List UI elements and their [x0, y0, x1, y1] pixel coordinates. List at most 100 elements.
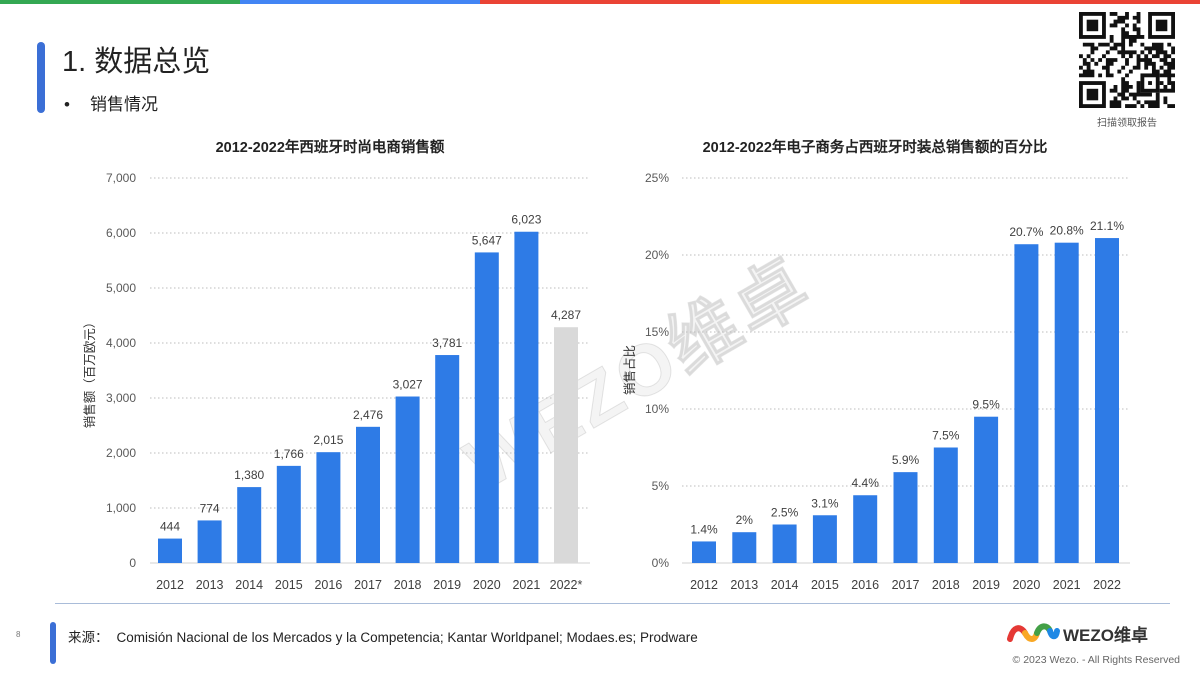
- sales-chart-title: 2012-2022年西班牙时尚电商销售额: [216, 138, 445, 156]
- share-x-tick-label: 2021: [1053, 578, 1081, 592]
- share-chart: 2012-2022年电子商务占西班牙时装总销售额的百分比 销售占比 0% 5% 10…: [622, 138, 1130, 592]
- share-bar-2018: [933, 447, 958, 563]
- share-y-tick-label: 0%: [652, 556, 670, 570]
- copyright: © 2023 Wezo. - All Rights Reserved: [1012, 654, 1180, 666]
- share-data-label: 21.1%: [1090, 219, 1124, 233]
- share-x-tick-label: 2015: [811, 578, 839, 592]
- share-data-label: 20.8%: [1050, 224, 1084, 238]
- sales-data-label: 2,476: [353, 408, 383, 422]
- sales-data-label: 4,287: [551, 308, 581, 322]
- share-y-axis-title: 销售占比: [622, 345, 637, 395]
- sales-x-tick-label: 2017: [354, 578, 382, 592]
- share-bars: [692, 238, 1119, 563]
- footer-divider: [55, 603, 1170, 604]
- share-bar-2022: [1095, 238, 1119, 563]
- share-x-tick-label: 2014: [771, 578, 799, 592]
- share-y-tick-label: 5%: [652, 479, 670, 493]
- sales-x-tick-label: 2016: [314, 578, 342, 592]
- sales-bar-2012: [158, 538, 182, 563]
- sales-bars: [158, 231, 578, 564]
- sales-x-tick-label: 2014: [235, 578, 263, 592]
- wezo-logo-text: WEZO维卓: [1063, 625, 1148, 645]
- share-y-tick-label: 10%: [645, 402, 669, 416]
- share-chart-title: 2012-2022年电子商务占西班牙时装总销售额的百分比: [703, 138, 1048, 156]
- share-bar-2017: [893, 472, 918, 563]
- sales-x-tick-label: 2013: [196, 578, 224, 592]
- source-label: 来源：: [68, 630, 109, 645]
- sales-bar-2020: [474, 252, 499, 564]
- section-bullet: • 销售情况: [64, 93, 158, 117]
- sales-bar-2022: [554, 327, 578, 563]
- share-data-label: 3.1%: [811, 496, 839, 510]
- sales-bar-2017: [356, 426, 380, 563]
- share-x-tick-label: 2012: [690, 578, 718, 592]
- sales-chart: 2012-2022年西班牙时尚电商销售额 销售额（百万欧元） 0 1,000 2,0…: [82, 138, 590, 592]
- share-data-label: 2%: [736, 513, 754, 527]
- share-bar-2014: [772, 524, 797, 563]
- source-note: 来源： Comisión Nacional de los Mercados y l…: [68, 629, 698, 647]
- share-bar-2013: [732, 532, 757, 563]
- share-x-tick-label: 2013: [730, 578, 758, 592]
- share-data-label: 1.4%: [690, 522, 718, 536]
- top-stripe-segment: [960, 0, 1200, 4]
- title-accent-bar: [37, 42, 45, 113]
- share-x-tick-label: 2016: [851, 578, 879, 592]
- sales-x-tick-label: 2021: [512, 578, 540, 592]
- share-y-tick-label: 20%: [645, 248, 669, 262]
- share-x-tick-label: 2018: [932, 578, 960, 592]
- share-bar-2015: [812, 515, 837, 563]
- sales-y-tick-label: 4,000: [106, 336, 136, 350]
- sales-bar-2015: [276, 465, 301, 563]
- sales-labels: 0 1,000 2,000 3,000 4,000 5,000 6,000 7,000 444 2…: [106, 171, 582, 592]
- sales-data-label: 5,647: [472, 233, 502, 247]
- share-x-tick-label: 2019: [972, 578, 1000, 592]
- share-y-tick-label: 15%: [645, 325, 669, 339]
- share-data-label: 2.5%: [771, 506, 799, 520]
- qr-caption: 扫描领取报告: [1097, 118, 1157, 129]
- sales-y-tick-label: 7,000: [106, 171, 136, 185]
- footer-accent-bar: [50, 622, 56, 664]
- share-data-label: 20.7%: [1009, 225, 1043, 239]
- sales-x-tick-label: 2022*: [550, 578, 583, 592]
- share-bar-2016: [853, 495, 878, 563]
- bullet-dot-icon: •: [64, 95, 70, 114]
- sales-x-tick-label: 2019: [433, 578, 461, 592]
- share-x-tick-label: 2017: [892, 578, 920, 592]
- share-bar-2012: [692, 541, 716, 563]
- sales-data-label: 1,766: [274, 447, 304, 461]
- share-bar-2020: [1014, 244, 1039, 563]
- share-data-label: 4.4%: [852, 476, 880, 490]
- sales-y-tick-label: 3,000: [106, 391, 136, 405]
- top-stripe-segment: [0, 0, 240, 4]
- top-stripe-segment: [480, 0, 720, 4]
- share-data-label: 9.5%: [972, 398, 1000, 412]
- wezo-logo: WEZO维卓: [1006, 618, 1148, 648]
- share-data-label: 7.5%: [932, 429, 960, 443]
- top-stripe-segment: [720, 0, 960, 4]
- share-bar-2021: [1054, 242, 1079, 563]
- sales-bar-2016: [316, 452, 341, 563]
- wezo-logo-icon: [1007, 623, 1060, 642]
- source-text: Comisión Nacional de los Mercados y la C…: [116, 630, 698, 645]
- sales-y-tick-label: 1,000: [106, 501, 136, 515]
- sales-bar-2021: [514, 231, 539, 564]
- sales-data-label: 774: [200, 501, 220, 515]
- sales-data-label: 444: [160, 520, 180, 534]
- sales-y-tick-label: 2,000: [106, 446, 136, 460]
- sales-y-tick-label: 6,000: [106, 226, 136, 240]
- sales-data-label: 6,023: [511, 213, 541, 227]
- sales-data-label: 3,781: [432, 336, 462, 350]
- sales-data-label: 3,027: [393, 378, 423, 392]
- sales-bar-2019: [435, 355, 460, 563]
- sales-bar-2018: [395, 396, 420, 563]
- share-y-tick-label: 25%: [645, 171, 669, 185]
- sales-bar-2014: [237, 487, 262, 563]
- sales-x-tick-label: 2015: [275, 578, 303, 592]
- qr-code-icon: [1079, 12, 1175, 108]
- sales-bar-2013: [197, 520, 222, 563]
- share-labels: 0% 5% 10% 15% 20% 25% 1.4% 2012 2% 2013 2.5% 2014 3.…: [645, 171, 1124, 592]
- share-data-label: 5.9%: [892, 453, 920, 467]
- page-number: 8: [16, 630, 21, 639]
